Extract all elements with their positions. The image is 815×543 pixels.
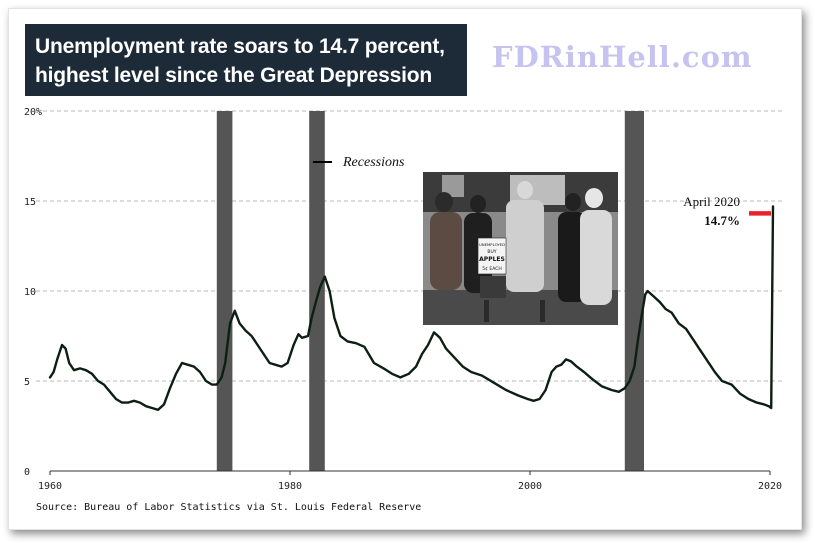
y-tick-label: 5 — [24, 377, 30, 388]
legend-label: Recessions — [342, 155, 405, 170]
y-tick-label: 0 — [24, 467, 30, 478]
annotation-value: 14.7% — [704, 213, 740, 228]
y-tick-label: 20% — [24, 107, 42, 118]
site-watermark: FDRinHell.com — [492, 40, 753, 74]
photo-sign-line-1: UNEMPLOYED — [479, 242, 505, 247]
y-tick-label: 10 — [24, 287, 36, 298]
photo-great-depression: UNEMPLOYED BUY APPLES 5¢ EACH — [423, 172, 618, 325]
legend: Recessions — [313, 155, 405, 170]
gridlines — [36, 110, 782, 382]
chart-title-box: Unemployment rate soars to 14.7 percent,… — [25, 24, 467, 96]
x-tick-label: 1980 — [278, 481, 302, 492]
x-tick-labels: 1960 1980 2000 2020 — [38, 471, 782, 492]
x-tick-label: 1960 — [38, 481, 62, 492]
x-tick-label: 2020 — [758, 481, 782, 492]
y-tick-labels: 0 5 10 15 20% — [24, 107, 42, 478]
unemployment-line — [48, 205, 775, 411]
recession-band-3 — [624, 111, 644, 471]
source-note: Source: Bureau of Labor Statistics via S… — [36, 502, 421, 513]
photo-sign-line-3: APPLES — [479, 256, 505, 263]
photo-sign-line-2: BUY — [487, 249, 496, 255]
y-tick-label: 15 — [24, 197, 36, 208]
recession-band-2 — [309, 111, 325, 471]
annotation-date: April 2020 — [683, 194, 740, 209]
chart-title-line-1: Unemployment rate soars to 14.7 percent, — [35, 35, 445, 58]
x-tick-label: 2000 — [518, 481, 542, 492]
april-2020-annotation: April 2020 14.7% — [683, 194, 771, 228]
photo-sign-line-4: 5¢ EACH — [482, 266, 502, 272]
recession-band-1 — [216, 111, 233, 471]
chart-title-line-2: highest level since the Great Depression — [35, 64, 432, 87]
